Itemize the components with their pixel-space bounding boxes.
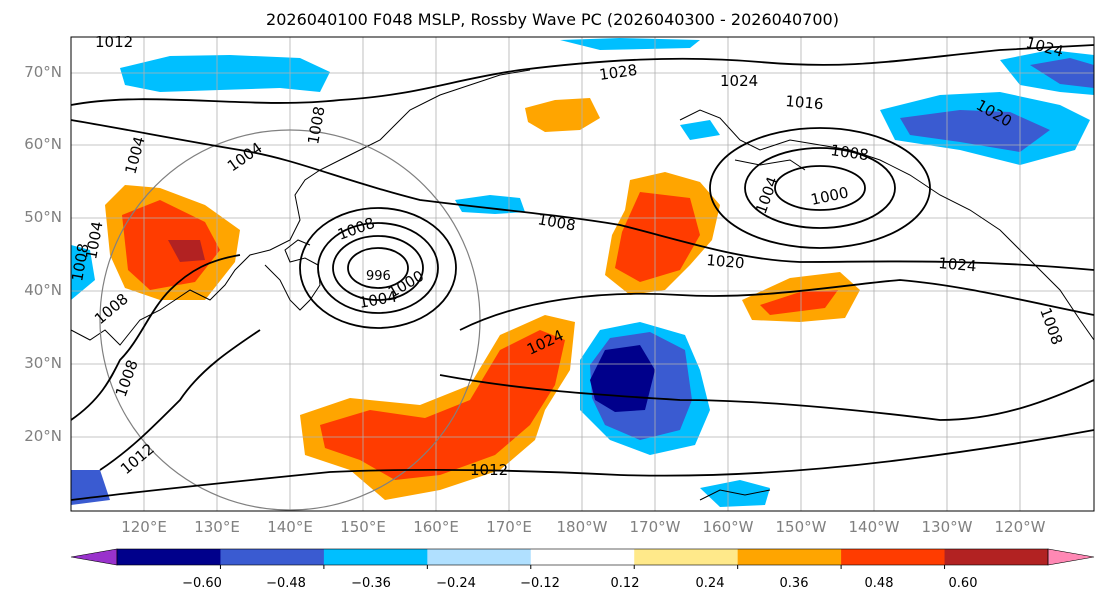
coastline-alaska (679, 109, 1095, 341)
isobar-label: 1012 (470, 461, 508, 479)
lat-label: 30°N (24, 354, 62, 372)
colorbar-segment (841, 549, 946, 565)
colorbar (70, 548, 1095, 569)
colorbar-extend-high (1047, 548, 1095, 566)
map-frame (70, 36, 1095, 512)
lon-label: 130°E (194, 518, 240, 536)
isobar-label: 1012 (95, 33, 133, 51)
colorbar-segment (737, 549, 842, 565)
colorbar-segment (530, 549, 635, 565)
lon-label: 180°W (556, 518, 608, 536)
anomaly-fill-layer (71, 38, 1094, 507)
lat-label: 50°N (24, 208, 62, 226)
colorbar-frame (116, 548, 1049, 566)
lon-label: 150°W (775, 518, 827, 536)
lon-label: 170°W (629, 518, 681, 536)
coastline-asia (70, 69, 531, 346)
lon-label: 130°W (921, 518, 973, 536)
colorbar-tick-label: −0.48 (266, 576, 306, 591)
colorbar-segment (634, 549, 739, 565)
lon-label: 170°E (486, 518, 532, 536)
colorbar-segment (944, 549, 1049, 565)
isobar-label: 996 (366, 269, 391, 284)
colorbar-tick-label: −0.60 (182, 576, 222, 591)
map-title: 2026040100 F048 MSLP, Rossby Wave PC (20… (266, 10, 839, 29)
isobars (70, 44, 1095, 501)
colorbar-segment (117, 549, 221, 565)
colorbar-tick-label: −0.12 (520, 576, 560, 591)
colorbar-tick-label: −0.36 (351, 576, 391, 591)
lat-label: 70°N (24, 63, 62, 81)
lon-label: 160°W (702, 518, 754, 536)
colorbar-tick-label: 0.36 (779, 576, 809, 591)
colorbar-segment (220, 549, 325, 565)
colorbar-tick-label: 0.24 (695, 576, 725, 591)
colorbar-segment (427, 549, 532, 565)
colorbar-tick-label: −0.24 (436, 576, 476, 591)
lat-label: 40°N (24, 281, 62, 299)
colorbar-tick-label: 0.60 (948, 576, 978, 591)
lat-label: 20°N (24, 427, 62, 445)
colorbar-tick-label: 0.48 (864, 576, 894, 591)
lon-label: 160°E (413, 518, 459, 536)
isobar-label: 1024 (938, 254, 978, 275)
colorbar-extend-low (70, 548, 118, 566)
lon-label: 120°E (121, 518, 167, 536)
lon-label: 140°W (848, 518, 900, 536)
lon-label: 140°E (267, 518, 313, 536)
colorbar-segment (323, 549, 428, 565)
isobar-label: 1020 (706, 251, 746, 272)
lon-label: 150°E (340, 518, 386, 536)
isobar-label: 1016 (785, 92, 825, 113)
lon-label: 120°W (994, 518, 1046, 536)
graticule (71, 37, 1094, 511)
lat-label: 60°N (24, 135, 62, 153)
range-ring (99, 129, 481, 511)
colorbar-tick-label: 0.12 (610, 576, 640, 591)
isobar-label: 1028 (598, 61, 638, 84)
isobar-label: 1008 (829, 141, 869, 164)
isobar-label: 1024 (720, 72, 758, 90)
